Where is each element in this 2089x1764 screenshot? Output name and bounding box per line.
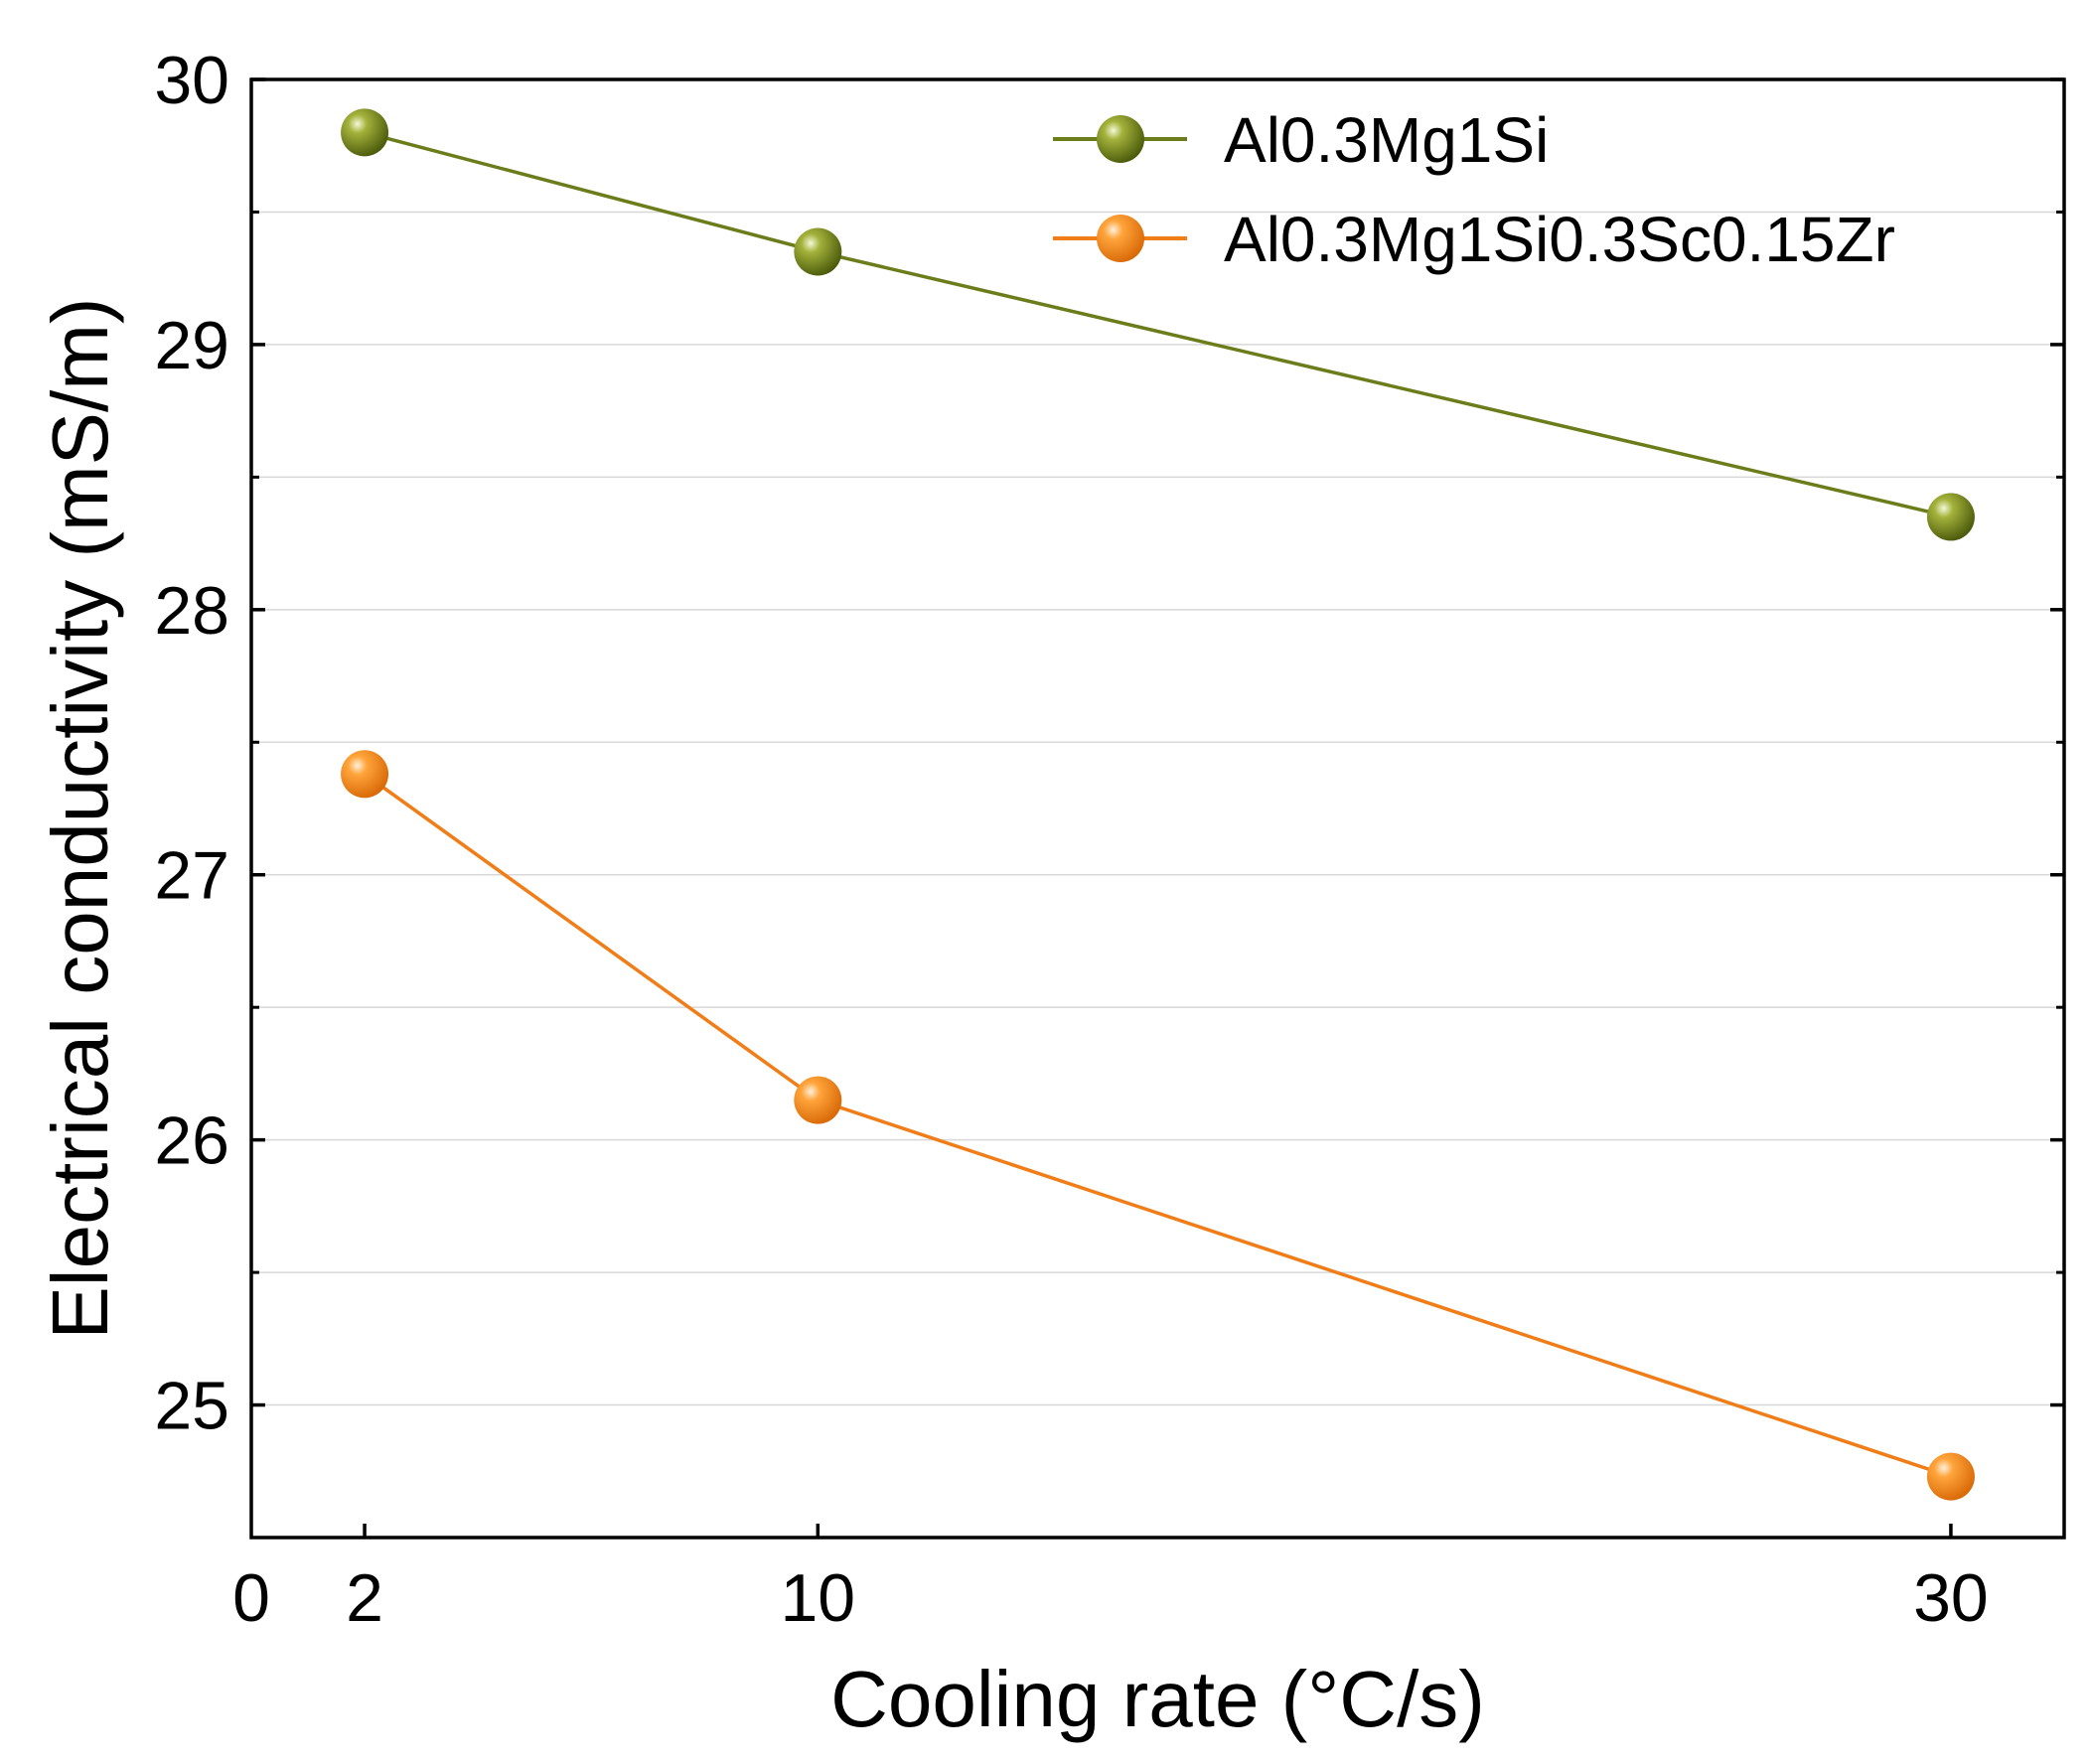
y-tick-label: 30: [154, 43, 229, 118]
data-point-series-1: [341, 108, 389, 157]
legend: Al0.3Mg1Si Al0.3Mg1Si0.3Sc0.15Zr: [1053, 104, 1895, 275]
plot-frame: [249, 77, 2066, 1540]
legend-marker-series-1: [1097, 115, 1144, 163]
axis-ticks: 25 26 27 28 29 30 0 2 10 30: [154, 43, 2064, 1636]
series-line-1: [364, 130, 1952, 519]
data-point-series-2: [1926, 1452, 1975, 1501]
y-tick-label: 29: [154, 308, 229, 383]
grid-lines: [251, 211, 2064, 1406]
x-tick-label: 10: [780, 1560, 855, 1636]
x-tick-label: 30: [1913, 1560, 1989, 1636]
y-tick-label: 26: [154, 1103, 229, 1179]
x-axis-title: Cooling rate (°C/s): [830, 1655, 1485, 1743]
y-axis-title: Electrical conductivity (mS/m): [36, 297, 124, 1339]
y-tick-label: 28: [154, 573, 229, 649]
series-lines: [364, 130, 1952, 1479]
legend-label-series-2: Al0.3Mg1Si0.3Sc0.15Zr: [1224, 204, 1895, 275]
y-tick-label: 25: [154, 1369, 229, 1444]
series-line-2: [364, 772, 1952, 1479]
data-point-series-2: [341, 750, 389, 799]
data-point-series-2: [794, 1076, 842, 1124]
legend-label-series-1: Al0.3Mg1Si: [1224, 104, 1549, 176]
data-point-series-1: [1926, 493, 1975, 541]
x-tick-label: 2: [346, 1560, 383, 1636]
y-tick-label: 27: [154, 838, 229, 914]
x-tick-label: 0: [232, 1560, 270, 1636]
legend-marker-series-2: [1097, 215, 1144, 262]
data-point-series-1: [794, 227, 842, 276]
series-markers: [341, 108, 1975, 1501]
